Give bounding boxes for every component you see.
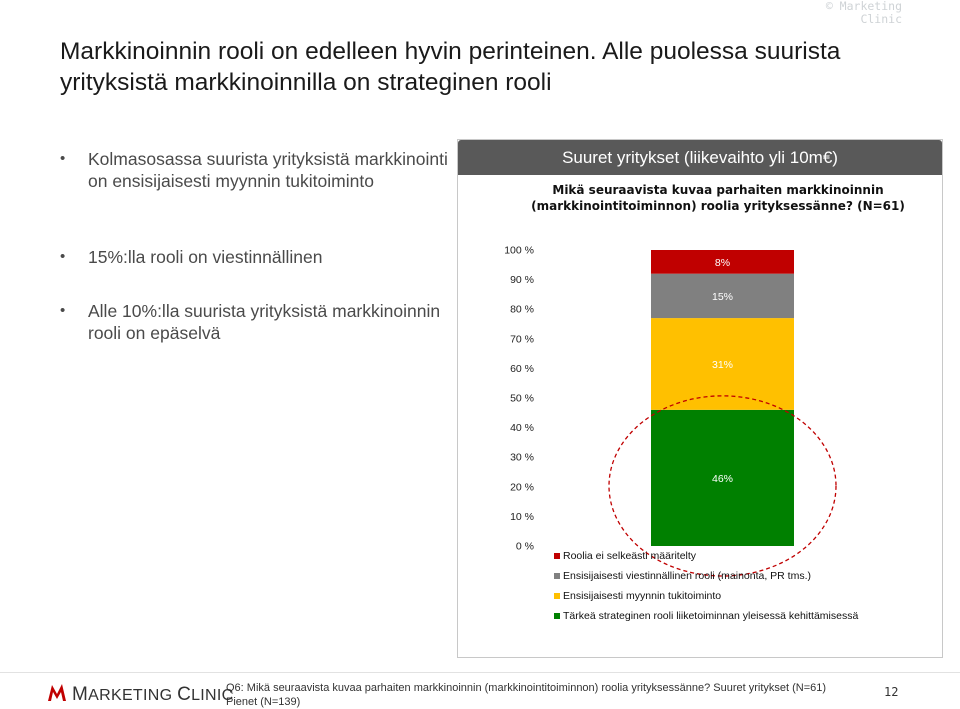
chart-panel: Suuret yritykset (liikevaihto yli 10m€) … [457,139,943,658]
highlight-ellipse [608,395,837,577]
footnote: Q6: Mikä seuraavista kuvaa parhaiten mar… [226,682,827,708]
y-tick-label: 70 % [510,333,534,345]
legend-label: Ensisijaisesti viestinnällinen rooli (ma… [563,570,812,583]
bullet-item: • Alle 10%:lla suurista yrityksistä mark… [60,300,450,344]
y-tick-label: 60 % [510,363,534,375]
legend-label: Tärkeä strateginen rooli liiketoiminnan … [563,610,859,623]
y-tick-label: 100 % [504,245,534,257]
legend-item: Roolia ei selkeästi määritelty [554,550,696,564]
legend-swatch [554,613,560,620]
bullet-dot-icon: • [60,302,66,319]
bar-segment [651,273,794,319]
stacked-bar-chart: 0 % 10 % 20 % 30 % 40 % 50 % 60 % 70 % 80 % 90 % 1… [504,245,837,577]
bullet-item: • Kolmasosassa suurista yrityksistä mark… [60,148,450,192]
legend-label: Ensisijaisesti myynnin tukitoiminto [563,590,722,603]
bar-segment [651,250,794,274]
legend-swatch [554,553,560,560]
y-tick-label: 10 % [510,511,534,523]
data-label: 46% [712,473,733,485]
data-label: 15% [712,291,733,303]
bullet-dot-icon: • [60,248,66,265]
data-label: 8% [715,257,730,269]
y-tick-label: 0 % [516,541,534,553]
y-tick-label: 20 % [510,481,534,493]
bullet-text: 15%:lla rooli on viestinnällinen [88,247,323,267]
panel-header: Suuret yritykset (liikevaihto yli 10m€) [458,140,942,175]
y-tick-label: 30 % [510,452,534,464]
logo-mark-icon [48,684,66,701]
bullet-text: Alle 10%:lla suurista yrityksistä markki… [88,301,441,343]
page-number: 12 [884,685,899,699]
legend-label: Roolia ei selkeästi määritelty [563,550,697,563]
y-tick-label: 40 % [510,422,534,434]
logo-letter: C [177,684,192,705]
copyright-notice: © Marketing Clinic [825,0,902,26]
bar-segment [651,318,794,410]
company-logo: MARKETING CLINIC [46,681,233,707]
y-tick-label: 80 % [510,304,534,316]
legend-item: Ensisijaisesti viestinnällinen rooli (ma… [554,570,811,584]
bar-segment [651,409,794,546]
legend-item: Ensisijaisesti myynnin tukitoiminto [554,590,721,604]
logo-word: LINIC [191,687,234,704]
logo-word: ARKETING [88,687,178,704]
slide-title: Markkinoinnin rooli on edelleen hyvin pe… [60,38,841,96]
y-tick-label: 90 % [510,274,534,286]
footer-divider [0,672,960,673]
bullet-text: Kolmasosassa suurista yrityksistä markki… [88,149,448,191]
data-label: 31% [712,359,733,371]
y-tick-label: 50 % [510,393,534,405]
survey-question: Mikä seuraavista kuvaa parhaiten markkin… [531,183,905,213]
logo-letter: M [72,684,89,705]
legend-item: Tärkeä strateginen rooli liiketoiminnan … [554,610,858,624]
legend-swatch [554,593,560,600]
legend-swatch [554,573,560,580]
bullet-dot-icon: • [60,150,66,167]
logo-wordmark: MARKETING CLINIC [72,684,234,706]
bullet-item: • 15%:lla rooli on viestinnällinen [60,246,322,268]
